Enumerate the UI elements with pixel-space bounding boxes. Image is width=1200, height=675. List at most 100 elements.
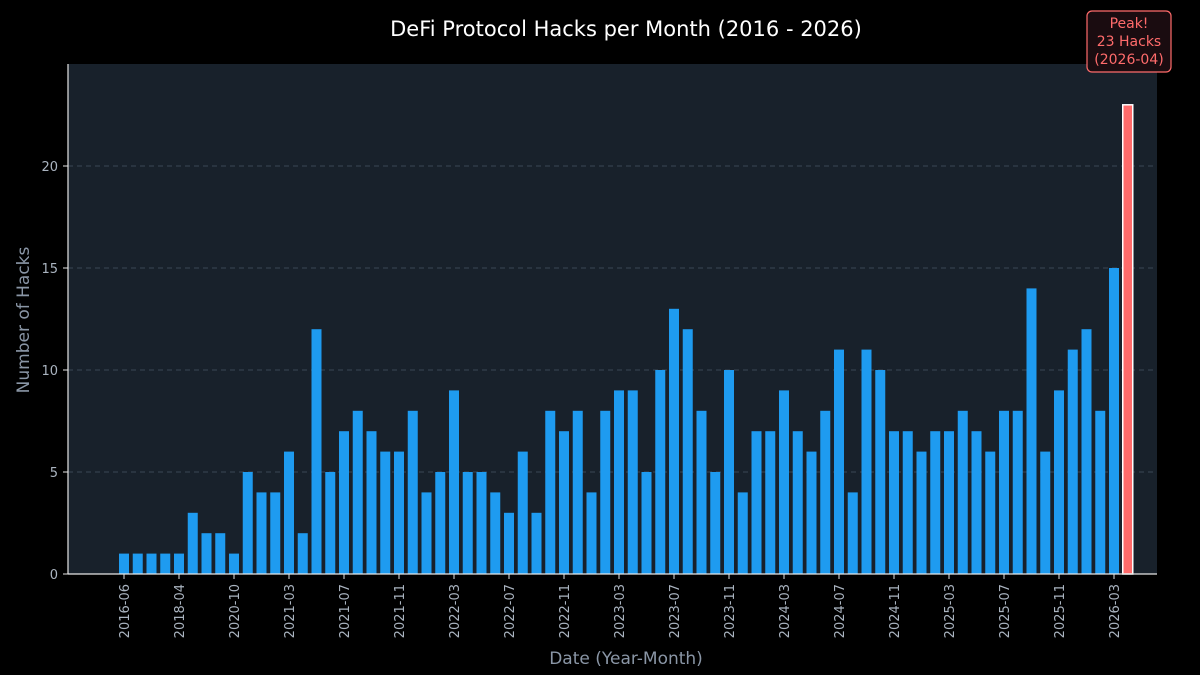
bar: [380, 451, 391, 574]
bar: [215, 533, 226, 574]
bar: [1095, 410, 1106, 574]
y-tick-label: 20: [41, 160, 58, 175]
bar: [916, 451, 927, 574]
bar: [1067, 349, 1078, 574]
bar: [627, 390, 638, 574]
bar: [957, 410, 968, 574]
bar: [586, 492, 597, 574]
bar: [462, 472, 473, 574]
x-axis-label: Date (Year-Month): [549, 649, 703, 669]
bar: [1054, 390, 1064, 574]
bar: [1081, 329, 1092, 574]
bar: [1026, 288, 1037, 574]
peak-annotation: Peak! 23 Hacks (2026-04): [1086, 10, 1172, 73]
x-tick-label: 2023-07: [668, 584, 683, 638]
bar: [435, 472, 446, 574]
bar: [559, 431, 569, 574]
x-tick-label: 2022-03: [448, 584, 463, 638]
bar: [421, 492, 432, 574]
bar: [1040, 451, 1051, 574]
bar: [614, 390, 624, 574]
bar: [132, 553, 143, 574]
y-ticks: 0 5 10 15 20: [41, 160, 68, 583]
peak-annotation-line3: (2026-04): [1094, 52, 1163, 68]
x-tick-label: 2020-10: [228, 584, 243, 638]
bar: [352, 410, 363, 574]
x-tick-label: 2022-11: [558, 584, 573, 638]
x-tick-label: 2023-11: [723, 584, 738, 638]
x-tick-label: 2021-03: [283, 584, 298, 638]
bar: [284, 451, 294, 574]
y-tick-label: 5: [50, 466, 58, 481]
bar: [875, 370, 886, 574]
bars: [119, 104, 1134, 575]
bar: [696, 410, 707, 574]
bar: [325, 472, 336, 574]
peak-annotation-line1: Peak!: [1110, 16, 1149, 32]
bar: [834, 349, 844, 574]
x-tick-label: 2021-07: [338, 584, 353, 638]
x-tick-label: 2025-07: [998, 584, 1013, 638]
bar: [641, 472, 652, 574]
x-tick-label: 2022-07: [503, 584, 518, 638]
bar: [449, 390, 459, 574]
chart-title: DeFi Protocol Hacks per Month (2016 - 20…: [390, 17, 862, 41]
bar: [847, 492, 858, 574]
bar: [861, 349, 872, 574]
x-tick-label: 2018-04: [173, 584, 188, 638]
bar: [476, 472, 487, 574]
bar: [119, 553, 129, 574]
bar: [724, 370, 734, 574]
peak-annotation-box: [1086, 10, 1172, 73]
bar: [531, 512, 542, 574]
bar: [256, 492, 267, 574]
bar: [187, 512, 198, 574]
x-tick-label: 2024-07: [833, 584, 848, 638]
bar: [600, 410, 611, 574]
bar: [944, 431, 954, 574]
bar: [971, 431, 982, 574]
bar: [407, 410, 418, 574]
bar: [146, 553, 157, 574]
bar: [311, 329, 322, 574]
bar: [902, 431, 913, 574]
bar: [297, 533, 308, 574]
bar: [682, 329, 693, 574]
x-tick-label: 2021-11: [393, 584, 408, 638]
peak-bar: [1122, 104, 1134, 575]
y-tick-label: 0: [50, 568, 58, 583]
bar: [737, 492, 748, 574]
bar: [710, 472, 721, 574]
bar: [545, 410, 556, 574]
y-axis-label: Number of Hacks: [14, 246, 34, 393]
x-tick-label: 2016-06: [118, 584, 133, 638]
bar: [985, 451, 996, 574]
bar: [655, 370, 666, 574]
x-ticks: 2016-06 2018-04 2020-10 2021-03 2021-07 2021-…: [118, 574, 1123, 638]
bar: [229, 553, 239, 574]
bar: [160, 553, 171, 574]
bar: [572, 410, 583, 574]
y-tick-label: 15: [41, 262, 58, 277]
bar: [366, 431, 377, 574]
bar: [1012, 410, 1023, 574]
bar: [792, 431, 803, 574]
x-tick-label: 2023-03: [613, 584, 628, 638]
bar: [174, 553, 184, 574]
x-tick-label: 2024-11: [888, 584, 903, 638]
bar: [201, 533, 212, 574]
x-tick-label: 2026-03: [1108, 584, 1123, 638]
x-tick-label: 2025-03: [943, 584, 958, 638]
bar: [490, 492, 501, 574]
y-tick-label: 10: [41, 364, 58, 379]
bar: [806, 451, 817, 574]
bar: [504, 512, 514, 574]
bar: [779, 390, 789, 574]
bar: [820, 410, 831, 574]
bar: [930, 431, 941, 574]
bar: [1109, 268, 1119, 574]
bar: [517, 451, 528, 574]
bar: [270, 492, 281, 574]
bar: [242, 472, 253, 574]
